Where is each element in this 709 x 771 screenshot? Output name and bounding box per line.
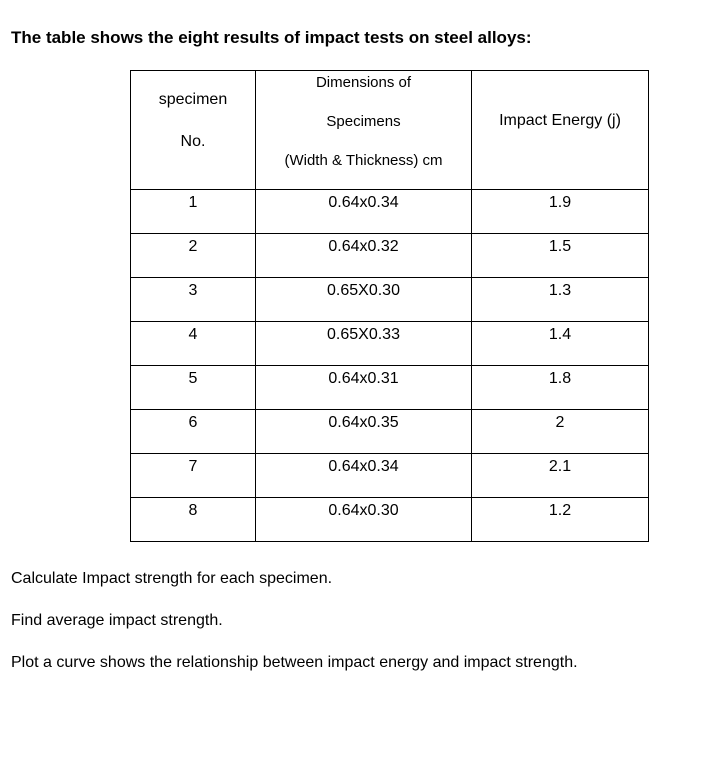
cell-specimen-no: 6: [130, 409, 256, 454]
cell-dimensions: 0.64x0.34: [255, 453, 472, 498]
cell-impact-energy: 1.4: [471, 321, 649, 366]
question-list: Calculate Impact strength for each speci…: [11, 570, 578, 696]
header-specimen-no: specimen No.: [130, 70, 256, 190]
table-row: 2 0.64x0.32 1.5: [130, 233, 649, 278]
cell-specimen-no: 3: [130, 277, 256, 322]
cell-impact-energy: 2.1: [471, 453, 649, 498]
cell-specimen-no: 1: [130, 189, 256, 234]
header-specimen-line-1: specimen: [158, 91, 228, 108]
cell-dimensions: 0.65X0.30: [255, 277, 472, 322]
cell-dimensions: 0.65X0.33: [255, 321, 472, 366]
header-dimensions-line-1: Dimensions of: [315, 74, 412, 91]
question-item: Plot a curve shows the relationship betw…: [11, 654, 578, 671]
cell-impact-energy: 2: [471, 409, 649, 454]
header-impact-energy: Impact Energy (j): [471, 70, 649, 190]
header-dimensions: Dimensions of Specimens (Width & Thickne…: [255, 70, 472, 190]
impact-test-table: specimen No. Dimensions of Specimens (Wi…: [130, 70, 649, 542]
cell-specimen-no: 2: [130, 233, 256, 278]
cell-impact-energy: 1.3: [471, 277, 649, 322]
question-item: Find average impact strength.: [11, 612, 223, 629]
table-row: 6 0.64x0.35 2: [130, 409, 649, 454]
cell-specimen-no: 8: [130, 497, 256, 542]
table-row: 4 0.65X0.33 1.4: [130, 321, 649, 366]
cell-specimen-no: 5: [130, 365, 256, 410]
cell-dimensions: 0.64x0.35: [255, 409, 472, 454]
question-item: Calculate Impact strength for each speci…: [11, 570, 333, 587]
cell-dimensions: 0.64x0.31: [255, 365, 472, 410]
table-row: 8 0.64x0.30 1.2: [130, 497, 649, 542]
cell-specimen-no: 4: [130, 321, 256, 366]
table-row: 1 0.64x0.34 1.9: [130, 189, 649, 234]
header-dimensions-line-3: (Width & Thickness) cm: [284, 152, 443, 169]
table-row: 5 0.64x0.31 1.8: [130, 365, 649, 410]
header-specimen-line-2: No.: [180, 133, 206, 150]
header-dimensions-line-2: Specimens: [326, 113, 401, 130]
cell-specimen-no: 7: [130, 453, 256, 498]
cell-impact-energy: 1.2: [471, 497, 649, 542]
header-energy-line-1: Impact Energy (j): [499, 112, 621, 129]
cell-dimensions: 0.64x0.32: [255, 233, 472, 278]
cell-dimensions: 0.64x0.34: [255, 189, 472, 234]
table-row: 7 0.64x0.34 2.1: [130, 453, 649, 498]
page-heading: The table shows the eight results of imp…: [11, 28, 532, 47]
cell-impact-energy: 1.8: [471, 365, 649, 410]
cell-dimensions: 0.64x0.30: [255, 497, 472, 542]
table-row: 3 0.65X0.30 1.3: [130, 277, 649, 322]
cell-impact-energy: 1.9: [471, 189, 649, 234]
cell-impact-energy: 1.5: [471, 233, 649, 278]
table-header-row: specimen No. Dimensions of Specimens (Wi…: [130, 70, 649, 190]
